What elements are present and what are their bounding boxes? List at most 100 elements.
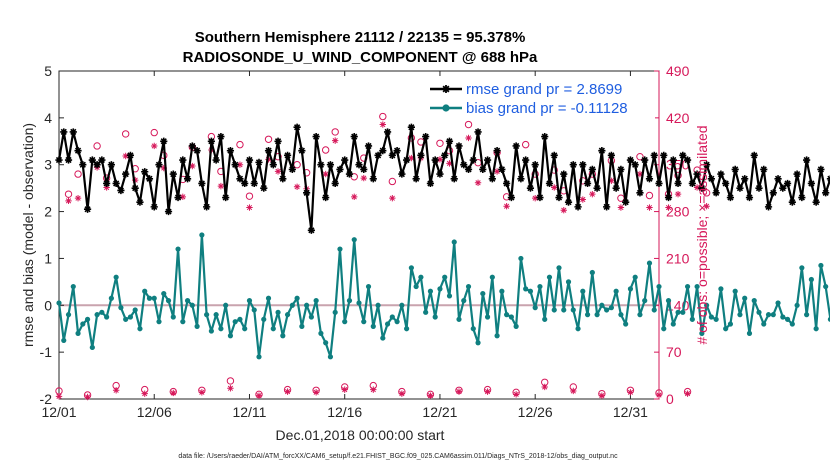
rmse-point bbox=[803, 156, 811, 164]
bias-point bbox=[75, 330, 81, 336]
legend-bias-marker bbox=[442, 104, 450, 112]
rmse-point bbox=[412, 175, 420, 183]
obs-assimilated-point bbox=[627, 389, 634, 396]
rmse-point bbox=[817, 165, 825, 173]
rmse-point bbox=[303, 189, 311, 197]
bias-point bbox=[280, 333, 286, 339]
obs-assimilated-point bbox=[436, 156, 444, 163]
rmse-point bbox=[369, 175, 377, 183]
rmse-point bbox=[183, 175, 192, 183]
bias-point bbox=[742, 295, 748, 301]
rmse-point bbox=[55, 156, 63, 164]
bias-point bbox=[375, 302, 381, 308]
bias-point bbox=[427, 288, 434, 294]
bias-point bbox=[756, 309, 762, 315]
rmse-point bbox=[455, 142, 463, 150]
bias-point bbox=[299, 323, 305, 329]
bias-point bbox=[480, 290, 486, 297]
obs-assimilated-point bbox=[84, 393, 91, 401]
rmse-point bbox=[193, 147, 201, 155]
obs-assimilated-point bbox=[331, 137, 339, 144]
rmse-point bbox=[236, 175, 244, 183]
chart-subtitle: RADIOSONDE_U_WIND_COMPONENT @ 688 hPa bbox=[183, 49, 538, 66]
rmse-point bbox=[155, 161, 163, 169]
x-tick-label: 12/06 bbox=[137, 404, 172, 420]
x-tick-label: 12/01 bbox=[41, 404, 76, 420]
rmse-point bbox=[503, 179, 511, 188]
bias-point bbox=[170, 314, 176, 320]
rmse-point bbox=[650, 151, 658, 159]
bias-point bbox=[370, 323, 376, 329]
bias-point bbox=[723, 326, 729, 332]
rmse-point bbox=[698, 184, 706, 192]
legend-bias-label: bias grand pr = -0.11128 bbox=[466, 100, 628, 117]
obs-assimilated-point bbox=[189, 162, 196, 170]
y-right-tick-label: 490 bbox=[666, 63, 690, 79]
obs-assimilated-point bbox=[74, 194, 82, 202]
rmse-point bbox=[417, 151, 425, 159]
bias-point bbox=[761, 321, 767, 327]
rmse-point bbox=[707, 175, 715, 183]
rmse-point bbox=[217, 133, 225, 141]
bias-point bbox=[56, 300, 62, 306]
rmse-point bbox=[636, 189, 644, 197]
y-tick-label: 0 bbox=[44, 297, 52, 313]
y-tick-label: 4 bbox=[44, 110, 52, 126]
obs-possible-point bbox=[645, 191, 654, 200]
bias-point bbox=[275, 309, 281, 315]
rmse-point bbox=[136, 198, 144, 206]
rmse-point bbox=[769, 189, 777, 197]
obs-assimilated-point bbox=[351, 193, 358, 201]
rmse-point bbox=[464, 165, 473, 173]
bias-point bbox=[699, 330, 705, 336]
rmse-point bbox=[822, 189, 830, 197]
bias-point bbox=[527, 288, 534, 294]
rmse-point bbox=[441, 151, 449, 159]
rmse-point bbox=[445, 137, 454, 145]
bias-point bbox=[304, 302, 310, 308]
bias-point bbox=[470, 326, 476, 332]
obs-assimilated-point bbox=[379, 121, 387, 128]
bias-point bbox=[770, 312, 776, 318]
rmse-point bbox=[669, 156, 677, 164]
rmse-point bbox=[755, 184, 763, 192]
rmse-point bbox=[203, 203, 211, 211]
rmse-point bbox=[450, 175, 458, 183]
obs-assimilated-point bbox=[322, 170, 329, 178]
rmse-point bbox=[498, 165, 506, 173]
obs-assimilated-point bbox=[474, 179, 482, 186]
bias-point bbox=[813, 326, 819, 332]
bias-point bbox=[713, 316, 719, 322]
bias-point bbox=[623, 321, 629, 327]
obs-assimilated-point bbox=[312, 389, 320, 396]
rmse-point bbox=[245, 156, 254, 164]
rmse-point bbox=[564, 198, 573, 206]
obs-assimilated-point bbox=[360, 174, 367, 182]
rmse-point bbox=[160, 137, 168, 145]
rmse-point bbox=[741, 175, 749, 183]
rmse-point bbox=[655, 179, 663, 188]
rmse-point bbox=[317, 161, 325, 169]
rmse-point bbox=[60, 128, 68, 136]
rmse-point bbox=[607, 151, 615, 159]
obs-assimilated-point bbox=[131, 176, 139, 184]
rmse-point bbox=[103, 179, 111, 188]
rmse-point bbox=[274, 137, 282, 145]
obs-possible-point bbox=[74, 170, 82, 178]
bias-point bbox=[637, 312, 643, 318]
obs-possible-point bbox=[464, 120, 473, 129]
rmse-point bbox=[507, 193, 515, 202]
rmse-point bbox=[326, 161, 335, 169]
bias-point bbox=[680, 309, 686, 315]
obs-assimilated-point bbox=[255, 392, 263, 399]
rmse-point bbox=[283, 151, 292, 159]
rmse-point bbox=[588, 165, 596, 173]
rmse-point bbox=[93, 161, 101, 169]
y-axis-right-label: # of obs: o=possible; ×=assimilated bbox=[694, 125, 710, 344]
bias-point bbox=[746, 330, 753, 336]
bias-point bbox=[99, 309, 105, 315]
bias-point bbox=[808, 276, 814, 283]
obs-possible-point bbox=[702, 189, 711, 197]
bias-point bbox=[546, 274, 553, 280]
